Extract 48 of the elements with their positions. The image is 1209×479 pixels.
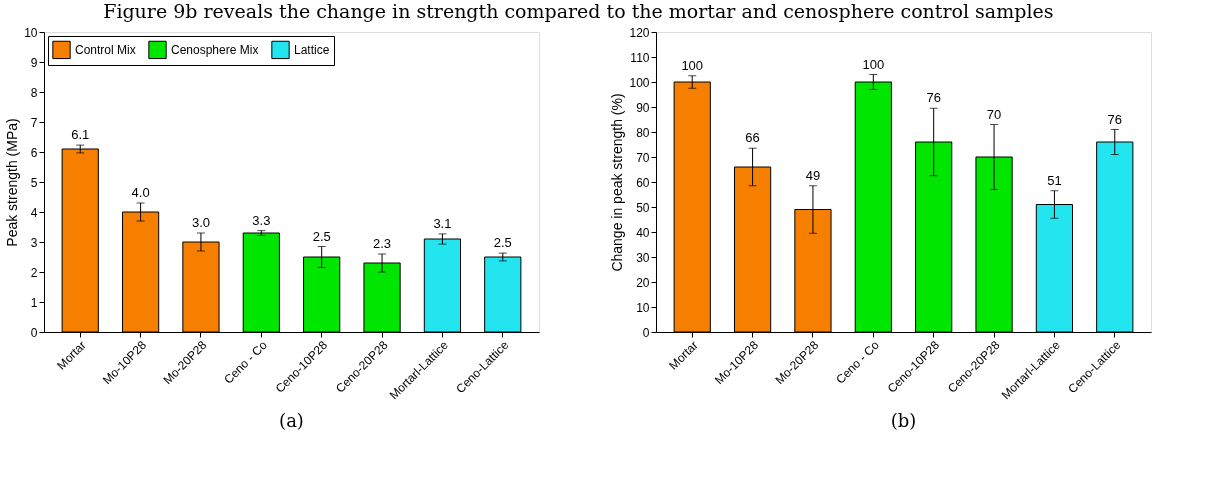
y-tick-label: 70 [636, 150, 650, 165]
data-label: 100 [862, 56, 885, 72]
y-tick-label: 10 [636, 300, 650, 315]
text: Figure 9b reveals the change in strength compared to the mortar and cenosphere control samples [103, 0, 1054, 22]
legend-label: Control Mix [75, 42, 136, 57]
data-label: 70 [986, 106, 1002, 122]
data-label: 66 [745, 130, 760, 146]
data-label: 2.5 [493, 235, 512, 251]
data-label: 2.5 [312, 228, 331, 244]
data-label: 76 [926, 90, 941, 106]
y-tick-label: 10 [24, 25, 38, 40]
y-tick-label: 1 [30, 295, 38, 310]
data-label: 51 [1047, 172, 1062, 188]
y-tick-label: 30 [636, 250, 650, 265]
data-label: 3.0 [191, 215, 210, 230]
data-label: 3.3 [252, 212, 271, 228]
y-tick-label: 0 [642, 325, 650, 340]
y-tick-label: 80 [636, 125, 650, 140]
y-tick-label: 110 [630, 50, 650, 65]
y-tick-label: 20 [636, 275, 650, 290]
data-label: 49 [805, 167, 821, 183]
y-tick-label: 4 [30, 205, 38, 220]
y-tick-label: 50 [636, 200, 650, 215]
y-tick-label: 9 [30, 55, 38, 70]
y-tick-label: 3 [30, 235, 38, 250]
y-tick-label: 100 [629, 75, 650, 90]
y-axis-title: Peak strength (MPa) [4, 118, 21, 247]
y-axis-title: Change in peak strength (%) [609, 93, 626, 272]
data-label: 3.1 [433, 215, 452, 231]
y-tick-label: 40 [636, 225, 650, 240]
data-label: 4.0 [131, 185, 150, 200]
y-tick-label: 2 [30, 265, 38, 280]
y-tick-label: 6 [30, 145, 38, 160]
data-label: 100 [681, 57, 704, 73]
data-label: 2.3 [373, 236, 392, 251]
y-tick-label: 8 [30, 85, 38, 100]
y-tick-label: 120 [629, 25, 650, 40]
legend-label: Lattice [294, 42, 330, 57]
y-tick-label: 60 [636, 175, 650, 190]
data-label: 76 [1107, 111, 1123, 127]
y-tick-label: 5 [30, 175, 38, 190]
y-tick-label: 7 [30, 115, 38, 130]
data-label: 6.1 [71, 127, 90, 143]
y-tick-label: 90 [636, 100, 650, 115]
y-tick-label: 0 [30, 325, 38, 340]
text: (a) [279, 410, 304, 431]
legend-label: Cenosphere Mix [171, 42, 259, 57]
text: (b) [890, 410, 917, 431]
